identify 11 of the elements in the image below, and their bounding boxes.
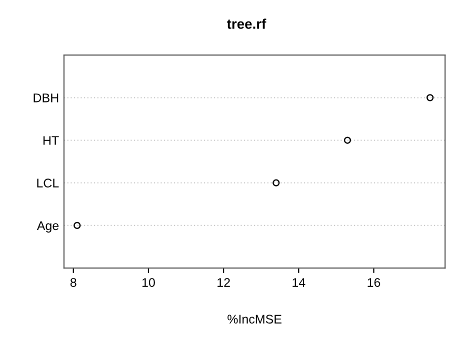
x-axis-title: %IncMSE [228, 314, 282, 324]
y-tick-label: DBH [34, 94, 58, 102]
y-tick-label: HT [43, 136, 59, 145]
x-tick-label: 12 [218, 278, 230, 287]
x-tick-label: 14 [292, 278, 306, 287]
x-tick-label: 16 [368, 278, 380, 287]
y-tick-label: LCL [37, 178, 59, 188]
y-tick-label: Age [36, 221, 59, 233]
x-tick-label: 10 [142, 278, 155, 287]
x-tick-label: 8 [70, 278, 76, 287]
chart-title: tree.rf [226, 18, 266, 29]
